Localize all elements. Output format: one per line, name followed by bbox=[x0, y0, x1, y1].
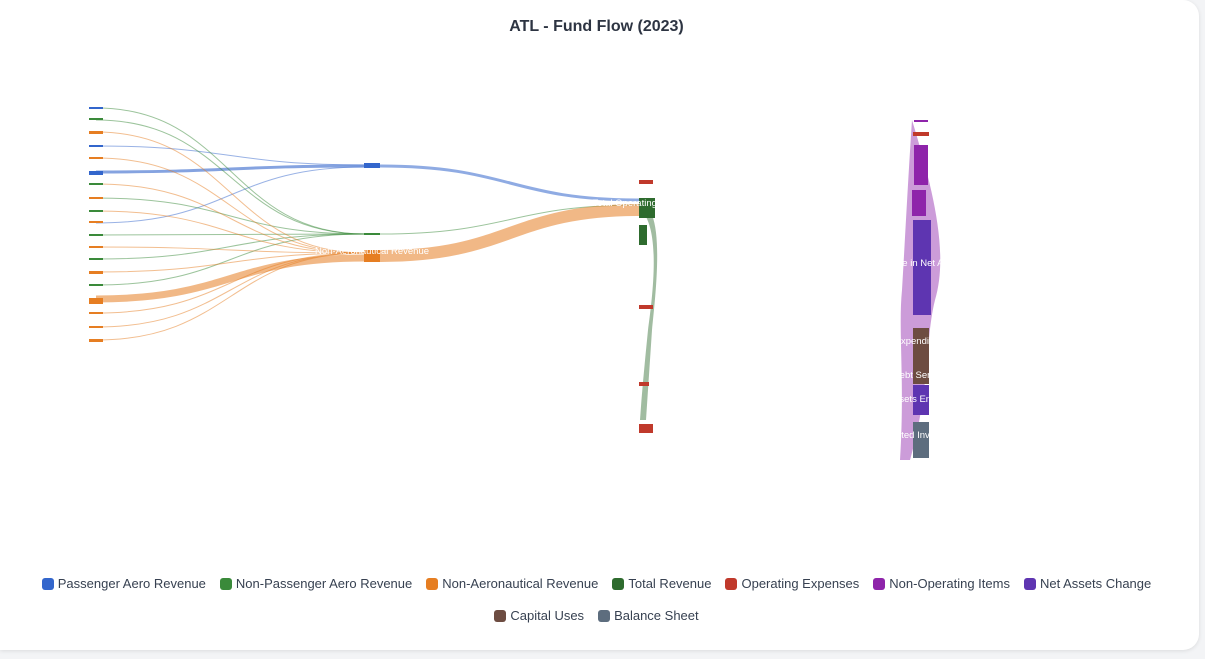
source-node bbox=[89, 171, 103, 175]
source-node bbox=[89, 221, 103, 223]
sankey-link bbox=[95, 233, 366, 260]
source-node bbox=[89, 271, 103, 274]
passenger-aero-node bbox=[364, 163, 380, 168]
total-revenue-node bbox=[639, 225, 647, 245]
source-node bbox=[89, 298, 103, 304]
non-aero-node bbox=[364, 250, 380, 262]
sankey-link bbox=[95, 252, 366, 328]
source-node bbox=[89, 107, 103, 109]
legend-swatch bbox=[219, 577, 232, 590]
opex-node bbox=[639, 305, 653, 309]
legend-label: Non-Aeronautical Revenue bbox=[442, 576, 599, 591]
sankey-link bbox=[95, 131, 366, 254]
source-node bbox=[89, 183, 103, 185]
net-assets-node bbox=[913, 385, 929, 415]
legend-swatch bbox=[598, 609, 611, 622]
node-label: Capital Expenditures & CIP bbox=[862, 336, 977, 347]
legend-swatch bbox=[1023, 577, 1036, 590]
legend-swatch bbox=[725, 577, 738, 590]
source-node bbox=[89, 118, 103, 120]
legend-item[interactable]: Net Assets Change bbox=[1023, 574, 1152, 593]
node-label: Restricted Investments bbox=[872, 430, 969, 441]
legend-label: Passenger Aero Revenue bbox=[57, 576, 206, 591]
non-operating-node bbox=[912, 190, 926, 216]
sankey-link bbox=[95, 252, 366, 273]
opex-node bbox=[913, 132, 929, 136]
node-label: Non-Aeronautical Revenue bbox=[315, 246, 429, 257]
legend-swatch bbox=[41, 577, 54, 590]
opex-node bbox=[639, 180, 653, 184]
total-revenue-flow bbox=[640, 215, 658, 420]
capital-node bbox=[913, 328, 929, 384]
non-passenger-aero-node bbox=[364, 233, 380, 235]
legend-label: Operating Expenses bbox=[741, 576, 860, 591]
sankey-link bbox=[95, 233, 366, 236]
legend-label: Non-Operating Items bbox=[889, 576, 1010, 591]
source-node bbox=[89, 339, 103, 342]
sankey-link bbox=[95, 164, 366, 174]
legend-swatch bbox=[426, 577, 439, 590]
net-assets-node bbox=[913, 220, 931, 315]
legend-item[interactable]: Balance Sheet bbox=[598, 606, 699, 625]
legend-item[interactable]: Capital Uses bbox=[494, 606, 584, 625]
source-node bbox=[89, 246, 103, 248]
chart-legend: Passenger Aero Revenue Non-Passenger Aero… bbox=[0, 574, 1193, 625]
sankey-link bbox=[95, 166, 366, 224]
source-node bbox=[89, 312, 103, 314]
non-operating-node bbox=[914, 145, 928, 185]
node-label: Net Assets End of Year bbox=[871, 394, 968, 405]
legend-swatch bbox=[494, 609, 507, 622]
node-label: Total Operating Revenue bbox=[592, 198, 697, 209]
sankey-link bbox=[379, 164, 641, 202]
sankey-link bbox=[95, 252, 366, 314]
legend-label: Capital Uses bbox=[510, 608, 585, 623]
legend-item[interactable]: Non-Operating Items bbox=[873, 574, 1010, 593]
source-node bbox=[89, 258, 103, 260]
source-node bbox=[89, 197, 103, 199]
sankey-link bbox=[95, 210, 366, 254]
legend-item[interactable]: Passenger Aero Revenue bbox=[41, 574, 206, 593]
source-node bbox=[89, 234, 103, 236]
legend-label: Non-Passenger Aero Revenue bbox=[235, 576, 413, 591]
sankey-link bbox=[379, 204, 641, 262]
legend-item[interactable]: Non-Aeronautical Revenue bbox=[426, 574, 598, 593]
sankey-link bbox=[95, 183, 366, 254]
legend-item[interactable]: Total Revenue bbox=[612, 574, 711, 593]
source-node bbox=[89, 326, 103, 328]
opex-node bbox=[639, 382, 649, 386]
balance-sheet-node bbox=[913, 422, 929, 458]
node-label: Debt Service bbox=[893, 370, 947, 381]
total-revenue-node bbox=[639, 198, 655, 218]
legend-label: Net Assets Change bbox=[1039, 576, 1152, 591]
sankey-link bbox=[95, 233, 366, 286]
source-node bbox=[89, 210, 103, 212]
opex-node bbox=[639, 424, 653, 433]
chart-title: ATL - Fund Flow (2023) bbox=[509, 18, 684, 35]
source-node bbox=[89, 284, 103, 286]
sankey-link bbox=[95, 145, 366, 166]
sankey-link bbox=[95, 107, 366, 235]
source-node bbox=[89, 157, 103, 159]
legend-label: Balance Sheet bbox=[614, 608, 699, 623]
source-node bbox=[89, 145, 103, 147]
sankey-diagram: Non-Aeronautical Revenue Total Operating … bbox=[89, 107, 977, 460]
sankey-link bbox=[95, 246, 366, 254]
legend-label: Total Revenue bbox=[628, 576, 712, 591]
non-operating-node bbox=[914, 120, 928, 122]
source-node bbox=[89, 131, 103, 134]
legend-item[interactable]: Non-Passenger Aero Revenue bbox=[219, 574, 413, 593]
node-label: Change in Net Assets bbox=[874, 258, 966, 269]
sankey-link bbox=[95, 254, 366, 303]
legend-swatch bbox=[873, 577, 886, 590]
legend-swatch bbox=[612, 577, 625, 590]
sankey-link bbox=[95, 197, 366, 235]
sankey-link bbox=[95, 157, 366, 254]
sankey-link bbox=[95, 119, 366, 235]
legend-item[interactable]: Operating Expenses bbox=[725, 574, 859, 593]
